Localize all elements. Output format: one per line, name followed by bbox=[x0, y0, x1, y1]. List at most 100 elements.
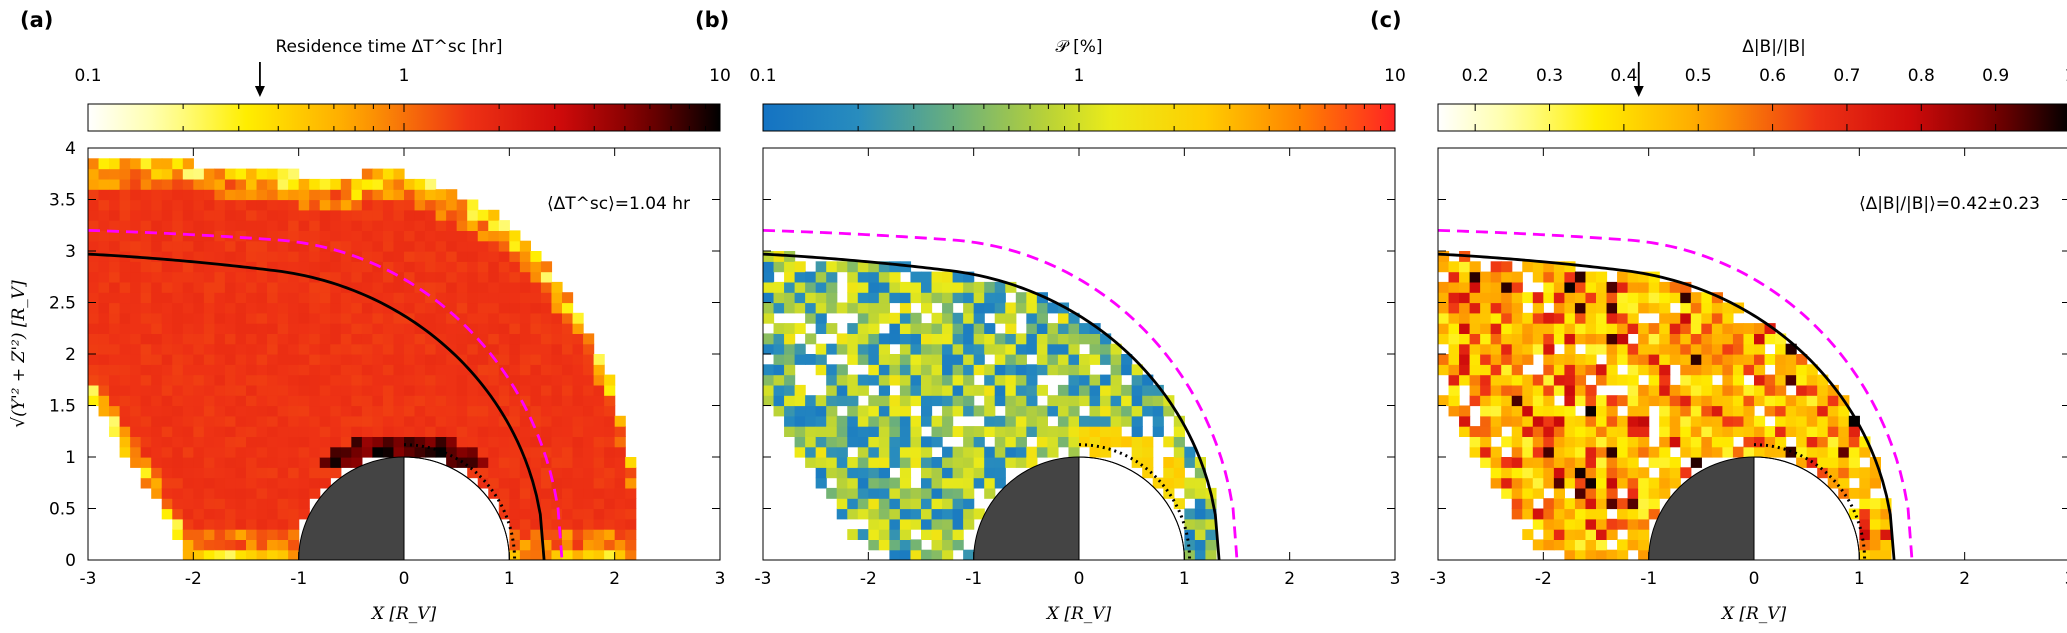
heatmap-cell bbox=[921, 487, 933, 499]
heatmap-cell bbox=[446, 446, 458, 458]
heatmap-cell bbox=[1596, 457, 1608, 468]
heatmap-cell bbox=[1015, 457, 1027, 468]
heatmap-cell bbox=[172, 395, 184, 407]
heatmap-cell bbox=[256, 446, 268, 458]
heatmap-cell bbox=[277, 292, 289, 304]
heatmap-cell bbox=[1490, 374, 1502, 386]
heatmap-cell bbox=[414, 220, 426, 231]
heatmap-cell bbox=[1680, 364, 1692, 376]
heatmap-cell bbox=[1152, 477, 1164, 489]
heatmap-cell bbox=[98, 292, 110, 304]
heatmap-cell bbox=[256, 457, 268, 468]
heatmap-cell bbox=[267, 374, 279, 386]
heatmap-cell bbox=[277, 446, 289, 458]
heatmap-cell bbox=[942, 354, 954, 365]
heatmap-cell bbox=[1701, 292, 1713, 304]
heatmap-cell bbox=[826, 395, 838, 407]
heatmap-cell bbox=[172, 426, 184, 437]
heatmap-cell bbox=[1543, 364, 1555, 376]
heatmap-cell bbox=[425, 395, 437, 407]
heatmap-cell bbox=[899, 446, 912, 458]
heatmap-cell bbox=[1490, 477, 1502, 489]
heatmap-cell bbox=[942, 374, 954, 386]
heatmap-cell bbox=[1522, 333, 1534, 345]
colorbar-label: 𝒫 [%] bbox=[1055, 37, 1102, 57]
heatmap-cell bbox=[1638, 415, 1650, 427]
heatmap-cell bbox=[604, 405, 616, 417]
heatmap-cell bbox=[298, 395, 310, 407]
heatmap-cell bbox=[161, 271, 173, 283]
heatmap-cell bbox=[425, 302, 437, 314]
heatmap-cell bbox=[1532, 261, 1544, 273]
heatmap-cell bbox=[994, 374, 1006, 386]
heatmap-cell bbox=[1848, 508, 1860, 520]
heatmap-cell bbox=[425, 343, 437, 355]
heatmap-cell bbox=[878, 312, 890, 324]
heatmap-cell bbox=[151, 158, 163, 170]
heatmap-cell bbox=[498, 323, 510, 334]
heatmap-cell bbox=[1480, 436, 1492, 448]
heatmap-cell bbox=[456, 302, 468, 314]
heatmap-cell bbox=[963, 477, 975, 489]
heatmap-cell bbox=[140, 415, 152, 427]
heatmap-cell bbox=[140, 384, 152, 396]
heatmap-cell bbox=[361, 384, 373, 396]
heatmap-cell bbox=[1448, 281, 1460, 293]
heatmap-cell bbox=[414, 436, 426, 448]
heatmap-cell bbox=[393, 189, 405, 201]
heatmap-cell bbox=[1015, 384, 1027, 396]
heatmap-cell bbox=[836, 302, 848, 314]
heatmap-cell bbox=[172, 261, 184, 273]
heatmap-cell bbox=[98, 395, 110, 407]
heatmap-cell bbox=[1627, 467, 1639, 479]
heatmap-cell bbox=[140, 271, 152, 283]
heatmap-cell bbox=[425, 426, 437, 437]
heatmap-cell bbox=[1880, 549, 1892, 560]
heatmap-cell bbox=[868, 261, 880, 273]
heatmap-cell bbox=[551, 426, 563, 437]
heatmap-cell bbox=[868, 292, 880, 304]
heatmap-cell bbox=[277, 518, 289, 530]
heatmap-cell bbox=[1669, 426, 1681, 437]
heatmap-cell bbox=[309, 487, 321, 499]
heatmap-cell bbox=[1732, 446, 1745, 458]
x-tick-label: -2 bbox=[185, 569, 202, 589]
heatmap-cell bbox=[572, 467, 584, 479]
heatmap-cell bbox=[540, 549, 553, 560]
heatmap-cell bbox=[1627, 508, 1639, 520]
heatmap-cell bbox=[519, 518, 531, 530]
heatmap-cell bbox=[140, 374, 152, 386]
heatmap-cell bbox=[551, 354, 563, 365]
heatmap-cell bbox=[1005, 446, 1017, 458]
heatmap-cell bbox=[931, 426, 943, 437]
heatmap-cell bbox=[826, 405, 838, 417]
heatmap-cell bbox=[330, 384, 342, 396]
heatmap-cell bbox=[1448, 333, 1460, 345]
heatmap-cell bbox=[1606, 436, 1618, 448]
heatmap-cell bbox=[151, 374, 163, 386]
heatmap-cell bbox=[1690, 426, 1702, 437]
heatmap-cell bbox=[1701, 343, 1713, 355]
heatmap-cell bbox=[763, 312, 775, 324]
heatmap-cell bbox=[1553, 498, 1565, 510]
heatmap-cell bbox=[172, 457, 184, 468]
heatmap-cell bbox=[404, 230, 416, 242]
heatmap-cell bbox=[309, 251, 321, 262]
heatmap-cell bbox=[161, 415, 173, 427]
heatmap-cell bbox=[203, 220, 215, 231]
heatmap-cell bbox=[1079, 374, 1091, 386]
heatmap-cell bbox=[847, 384, 859, 396]
heatmap-cell bbox=[921, 508, 933, 520]
heatmap-cell bbox=[540, 312, 553, 324]
heatmap-cell bbox=[857, 374, 869, 386]
heatmap-cell bbox=[1796, 436, 1808, 448]
heatmap-cell bbox=[203, 364, 215, 376]
heatmap-cell bbox=[1448, 271, 1460, 283]
heatmap-cell bbox=[973, 477, 985, 489]
heatmap-cell bbox=[161, 302, 173, 314]
heatmap-cell bbox=[1522, 436, 1534, 448]
heatmap-cell bbox=[952, 518, 964, 530]
heatmap-cell bbox=[1627, 364, 1639, 376]
heatmap-cell bbox=[1553, 518, 1565, 530]
heatmap-cell bbox=[1722, 333, 1734, 345]
